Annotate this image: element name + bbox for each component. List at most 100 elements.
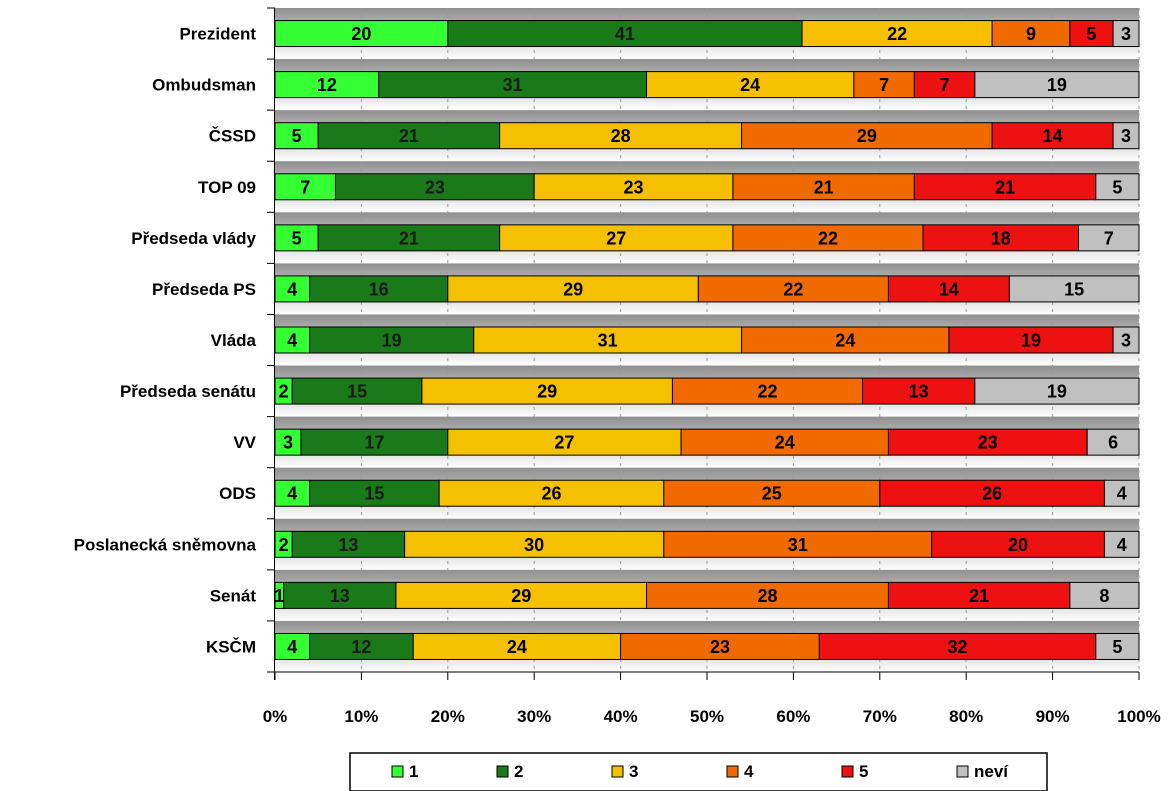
data-label: 19 [1047, 75, 1067, 95]
bar-segment [404, 530, 665, 558]
category-label: Vláda [211, 331, 257, 350]
category-label: ČSSD [209, 127, 256, 146]
data-label: 7 [300, 177, 310, 197]
bar-segment [309, 275, 449, 303]
data-label: 15 [364, 484, 384, 504]
category-label: Ombudsman [152, 76, 256, 95]
data-label: 3 [283, 433, 293, 453]
data-label: 13 [338, 535, 358, 555]
data-label: 21 [814, 177, 834, 197]
data-label: 7 [1104, 228, 1114, 248]
data-label: 4 [287, 637, 297, 657]
data-label: 23 [425, 177, 445, 197]
bar-segment [1112, 122, 1140, 150]
category-label: TOP 09 [198, 178, 256, 197]
data-label: 29 [537, 382, 557, 402]
data-label: 19 [382, 331, 402, 351]
bar-segment [1103, 530, 1140, 558]
data-label: 6 [1108, 433, 1118, 453]
x-tick-label: 60% [776, 707, 810, 726]
data-label: 27 [606, 228, 626, 248]
bar-segment [974, 377, 1140, 405]
bar-segment [533, 173, 734, 201]
bar-segment [663, 479, 881, 507]
x-tick-label: 90% [1036, 707, 1070, 726]
bar-segment [931, 530, 1105, 558]
bar-segment [887, 428, 1088, 456]
bar-segment [879, 479, 1105, 507]
data-label: 13 [909, 382, 929, 402]
bar-segment [447, 20, 803, 48]
legend-label: 4 [744, 762, 754, 781]
x-tick-label: 80% [949, 707, 983, 726]
bar-segment [741, 122, 993, 150]
bar-segment [680, 428, 889, 456]
legend-swatch [611, 765, 624, 778]
data-label: 22 [887, 24, 907, 44]
category-label: Senát [210, 586, 257, 605]
legend-label: 5 [859, 762, 868, 781]
legend-box [349, 752, 1048, 791]
legend-swatch [841, 765, 854, 778]
bar-segment [378, 71, 648, 99]
data-label: 21 [399, 126, 419, 146]
category-label: Předseda vlády [131, 229, 256, 248]
bar-segment [1103, 479, 1140, 507]
x-tick-label: 20% [431, 707, 465, 726]
x-tick-label: 10% [344, 707, 378, 726]
data-label: 5 [1112, 177, 1122, 197]
bar-segment [732, 224, 924, 252]
x-tick-label: 0% [263, 707, 288, 726]
data-label: 5 [1086, 24, 1096, 44]
bar-segment [274, 71, 380, 99]
data-label: 17 [364, 433, 384, 453]
legend-label: 1 [409, 762, 418, 781]
bar-segment [1086, 428, 1140, 456]
data-label: 4 [1117, 484, 1127, 504]
bar-segment [1069, 20, 1114, 48]
legend-swatch [391, 765, 404, 778]
data-label: 2 [279, 382, 289, 402]
data-label: 19 [1021, 331, 1041, 351]
data-label: 3 [1121, 331, 1131, 351]
data-label: 32 [948, 637, 968, 657]
data-label: 24 [740, 75, 760, 95]
data-label: 5 [292, 126, 302, 146]
bar-segment [974, 71, 1140, 99]
data-label: 29 [511, 586, 531, 606]
data-label: 7 [940, 75, 950, 95]
category-label: VV [233, 433, 256, 452]
category-label: KSČM [206, 637, 256, 656]
data-label: 7 [879, 75, 889, 95]
data-label: 28 [757, 586, 777, 606]
bar-segment [473, 326, 743, 354]
bar-segment [300, 428, 449, 456]
axes [267, 7, 1140, 680]
category-labels: Prezident Ombudsman ČSSD TOP 09 Předseda vlá… [74, 25, 257, 657]
data-label: 27 [554, 433, 574, 453]
data-label: 4 [1117, 535, 1127, 555]
bar-segment [853, 71, 915, 99]
bar-segment [421, 377, 673, 405]
data-label: 26 [982, 484, 1002, 504]
bars: 20 41 22 9 5 312 31 24 7 7 195 21 28 29 14 37 23 23 21 21 55… [274, 20, 1140, 660]
data-label: 8 [1099, 586, 1109, 606]
data-label: 29 [857, 126, 877, 146]
data-label: 23 [624, 177, 644, 197]
bar-segment [412, 632, 622, 660]
data-label: 23 [710, 637, 730, 657]
bar-segment [991, 20, 1071, 48]
bar-segment [274, 173, 336, 201]
x-tick-label: 100% [1117, 707, 1160, 726]
bar-segment [818, 632, 1097, 660]
data-label: 15 [1064, 279, 1084, 299]
data-label: 22 [818, 228, 838, 248]
bar-segment [1112, 20, 1140, 48]
bar-segment [499, 224, 734, 252]
data-label: 14 [1043, 126, 1063, 146]
bar-segment [887, 581, 1071, 609]
bar-segment [1069, 581, 1140, 609]
bar-segment [274, 632, 311, 660]
data-label: 22 [783, 279, 803, 299]
data-label: 20 [351, 24, 371, 44]
